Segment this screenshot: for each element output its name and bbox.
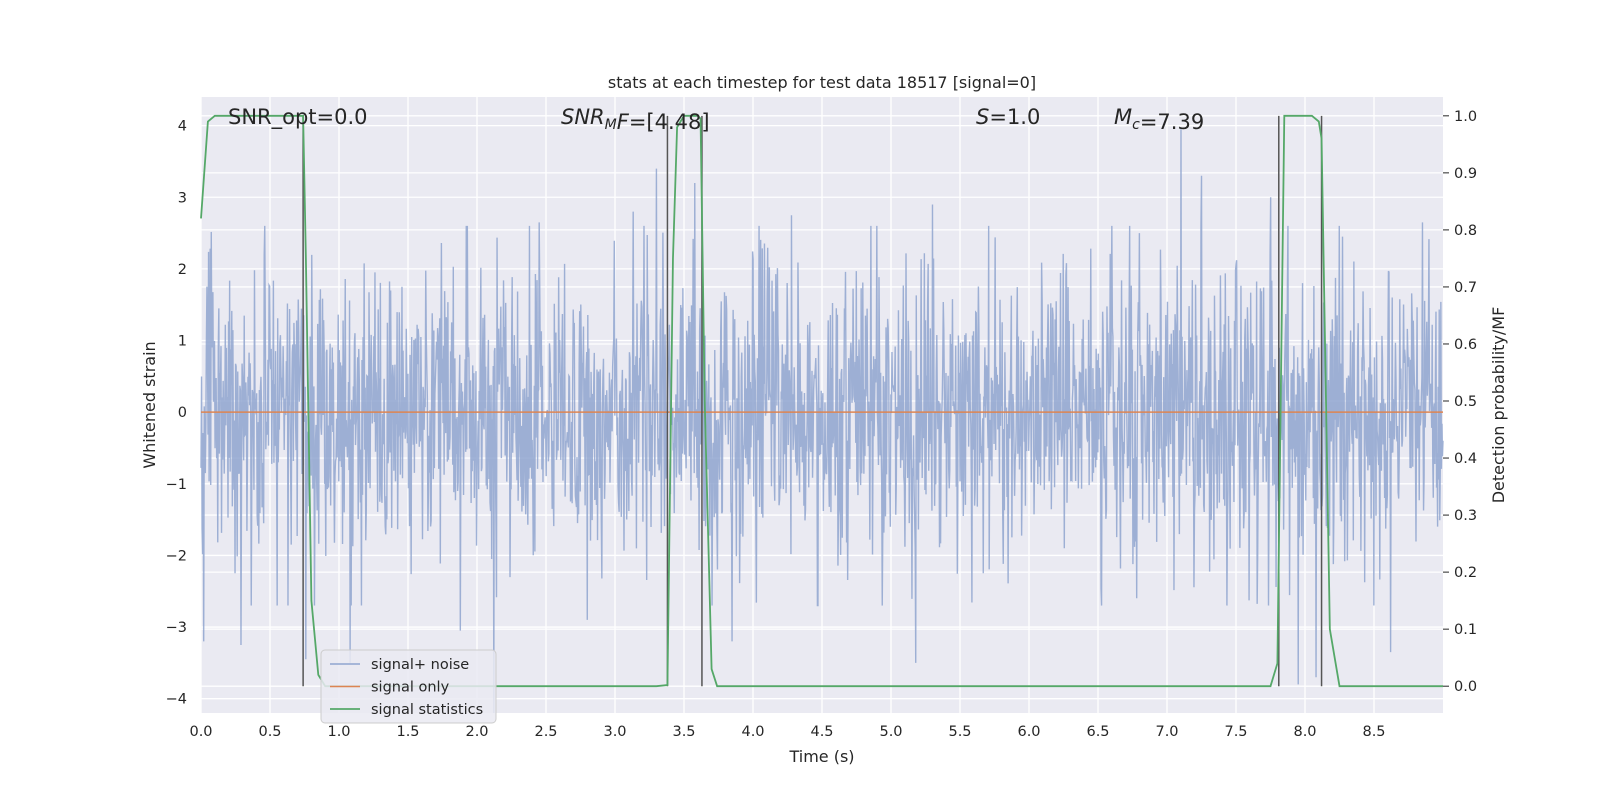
annotation-part: =1.0: [989, 105, 1040, 129]
x-tick-label: 2.5: [534, 724, 557, 740]
annotation-part: M: [605, 117, 617, 133]
ticks: 0.0 0.5 1.0 1.5 2.0 2.5 3.0 3.5 4.0 4.5 5.0 5.5 6.0 6…: [166, 109, 1477, 740]
x-tick-label: 5.5: [948, 724, 971, 740]
legend-entry: signal+ noise: [371, 657, 469, 673]
legend-entry: signal only: [371, 680, 450, 696]
annotation-part: =[4.48]: [629, 110, 710, 134]
x-tick-label: 6.0: [1017, 724, 1040, 740]
annotation-part: SNR: [561, 105, 605, 129]
legend: signal+ noise signal only signal statistic…: [320, 649, 497, 724]
annotation-part: S: [976, 105, 989, 129]
y-tick-label: −4: [166, 692, 187, 708]
y2-tick-label: 0.9: [1454, 166, 1477, 182]
annotations: SNR_opt=0.0 SNRMF=[4.48] S=1.0 Mc=7.39: [228, 105, 1204, 134]
y2-tick-label: 1.0: [1454, 109, 1477, 125]
x-tick-label: 7.5: [1224, 724, 1247, 740]
signal-noise-line: [200, 129, 1444, 714]
annotation-snr-mf: SNRMF=[4.48]: [561, 105, 710, 134]
x-tick-label: 1.5: [396, 724, 419, 740]
annotation-part: =7.39: [1140, 110, 1204, 134]
annotation-s-value: S=1.0: [976, 105, 1040, 129]
annotation-chirp-mass: Mc=7.39: [1114, 105, 1204, 134]
x-tick-label: 0.0: [189, 724, 212, 740]
y2-tick-label: 0.3: [1454, 508, 1477, 524]
x-tick-label: 2.0: [465, 724, 488, 740]
y-axis-label: Whitened strain: [140, 341, 159, 468]
y2-tick-label: 0.0: [1454, 679, 1477, 695]
y2-tick-label: 0.4: [1454, 451, 1477, 467]
y2-tick-label: 0.2: [1454, 565, 1477, 581]
data-layer: [200, 114, 1444, 714]
y2-tick-label: 0.7: [1454, 280, 1477, 296]
x-axis-label: Time (s): [788, 747, 854, 766]
annotation-part: c: [1132, 117, 1140, 133]
x-tick-label: 6.5: [1086, 724, 1109, 740]
x-tick-label: 3.0: [603, 724, 626, 740]
x-tick-label: 7.0: [1155, 724, 1178, 740]
y-tick-label: 2: [178, 262, 187, 278]
annotation-snr-opt: SNR_opt=0.0: [228, 105, 368, 130]
y-tick-label: −3: [166, 620, 187, 636]
y-tick-label: 4: [178, 119, 187, 135]
legend-entry: signal statistics: [371, 702, 483, 718]
y-tick-label: −2: [166, 548, 187, 564]
annotation-part: SNR_opt=0.0: [228, 105, 368, 130]
y2-axis-label: Detection probability/MF: [1489, 307, 1508, 504]
y2-tick-label: 0.1: [1454, 622, 1477, 638]
x-tick-label: 1.0: [327, 724, 350, 740]
x-tick-label: 4.5: [810, 724, 833, 740]
chart-title: stats at each timestep for test data 185…: [608, 73, 1036, 92]
legend-box: [320, 649, 497, 724]
y-tick-label: 1: [178, 334, 187, 350]
x-tick-label: 4.0: [741, 724, 764, 740]
x-tick-label: 0.5: [258, 724, 281, 740]
y-tick-label: −1: [166, 477, 187, 493]
x-tick-label: 8.5: [1362, 724, 1385, 740]
y2-tick-label: 0.6: [1454, 337, 1477, 353]
signal-statistics-line: [200, 114, 1443, 688]
x-tick-label: 3.5: [672, 724, 695, 740]
annotation-part: M: [1114, 105, 1132, 129]
y-tick-label: 0: [178, 405, 187, 421]
y2-tick-label: 0.8: [1454, 223, 1477, 239]
x-tick-label: 5.0: [879, 724, 902, 740]
x-tick-label: 8.0: [1293, 724, 1316, 740]
y2-tick-label: 0.5: [1454, 394, 1477, 410]
y-tick-label: 3: [178, 190, 187, 206]
annotation-part: F: [617, 110, 630, 134]
